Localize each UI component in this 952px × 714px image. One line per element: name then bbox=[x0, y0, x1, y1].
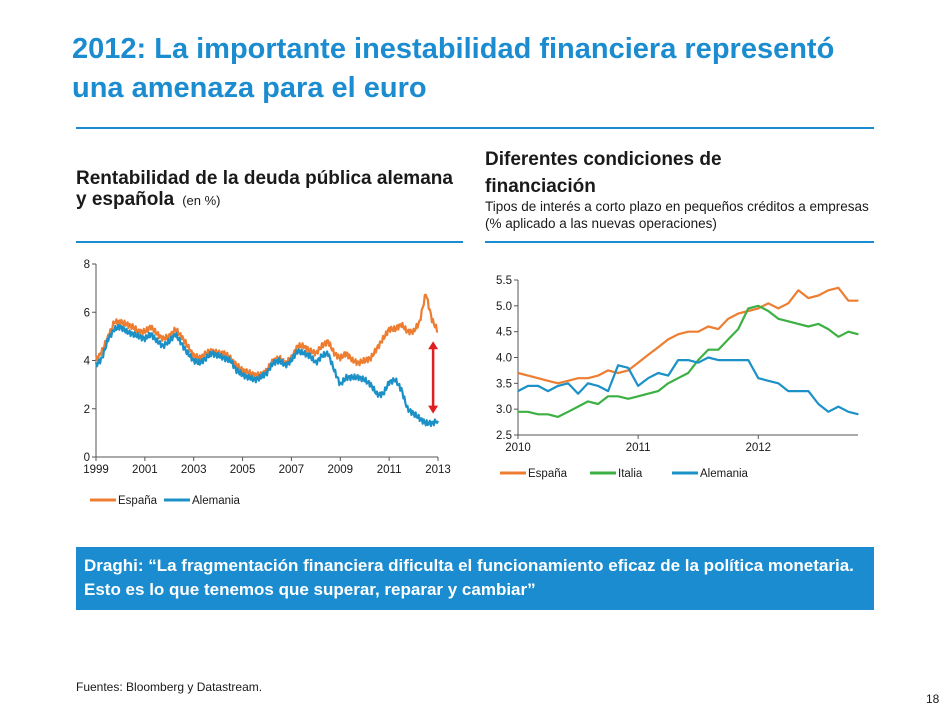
y-tick-label: 8 bbox=[84, 259, 90, 271]
y-tick-label: 3.5 bbox=[496, 378, 512, 390]
x-tick-label: 2005 bbox=[230, 464, 256, 476]
y-tick-label: 4 bbox=[84, 356, 91, 368]
legend-label-españa: España bbox=[118, 495, 158, 507]
y-tick-label: 5.0 bbox=[496, 301, 512, 313]
left-chart-heading-text: Rentabilidad de la deuda pública alemana… bbox=[76, 168, 453, 210]
y-tick-label: 2 bbox=[84, 404, 90, 416]
y-tick-label: 4.0 bbox=[496, 353, 512, 365]
y-tick-label: 3.0 bbox=[496, 404, 512, 416]
x-tick-label: 2001 bbox=[132, 464, 158, 476]
series-line-españa bbox=[517, 286, 859, 385]
legend-label-alemania: Alemania bbox=[192, 495, 241, 507]
series-line-alemania bbox=[94, 323, 439, 428]
right-chart-subheading: Tipos de interés a corto plazo en pequeñ… bbox=[485, 199, 869, 231]
spread-arrow-head-bottom bbox=[428, 405, 439, 414]
legend-label-españa: España bbox=[528, 468, 568, 480]
lending-rate-chart: 2.5 3.0 3.5 4.0 4.5 5.0 5.5 2010 2011 2012 España I… bbox=[496, 275, 859, 480]
bond-yield-chart: 0 2 4 6 8 1999 2001 2003 2005 2007 2009 2011 2013 Esp… bbox=[83, 259, 451, 507]
x-tick-label: 1999 bbox=[83, 464, 109, 476]
x-tick-label: 2012 bbox=[745, 442, 771, 454]
series-line-alemania bbox=[517, 356, 859, 416]
y-tick-label: 0 bbox=[84, 452, 90, 464]
draghi-quote: Draghi: “La fragmentación financiera dif… bbox=[76, 547, 874, 610]
right-chart-heading: Diferentes condiciones de financiación bbox=[485, 149, 722, 197]
left-chart-heading: Rentabilidad de la deuda pública alemana… bbox=[76, 168, 466, 211]
x-tick-label: 2011 bbox=[377, 464, 402, 476]
slide-title: 2012: La importante inestabilidad financ… bbox=[72, 33, 835, 104]
left-chart-unit: (en %) bbox=[182, 193, 221, 208]
x-tick-label: 2007 bbox=[279, 464, 305, 476]
page-number: 18 bbox=[926, 692, 940, 706]
legend-label-alemania: Alemania bbox=[700, 468, 749, 480]
spread-arrow-head-top bbox=[428, 341, 439, 350]
source-note: Fuentes: Bloomberg y Datastream. bbox=[76, 680, 263, 694]
series-line-italia bbox=[518, 304, 859, 418]
y-tick-label: 5.5 bbox=[496, 275, 512, 287]
x-tick-label: 2013 bbox=[425, 464, 451, 476]
y-tick-label: 2.5 bbox=[496, 430, 512, 442]
x-tick-label: 2009 bbox=[327, 464, 353, 476]
right-heading-divider bbox=[485, 241, 874, 243]
left-heading-divider bbox=[76, 241, 463, 243]
x-tick-label: 2003 bbox=[181, 464, 207, 476]
y-tick-label: 4.5 bbox=[496, 327, 512, 339]
legend-label-italia: Italia bbox=[618, 468, 643, 480]
title-divider bbox=[76, 127, 874, 129]
y-tick-label: 6 bbox=[84, 307, 90, 319]
x-tick-label: 2010 bbox=[505, 442, 531, 454]
x-tick-label: 2011 bbox=[626, 442, 651, 454]
